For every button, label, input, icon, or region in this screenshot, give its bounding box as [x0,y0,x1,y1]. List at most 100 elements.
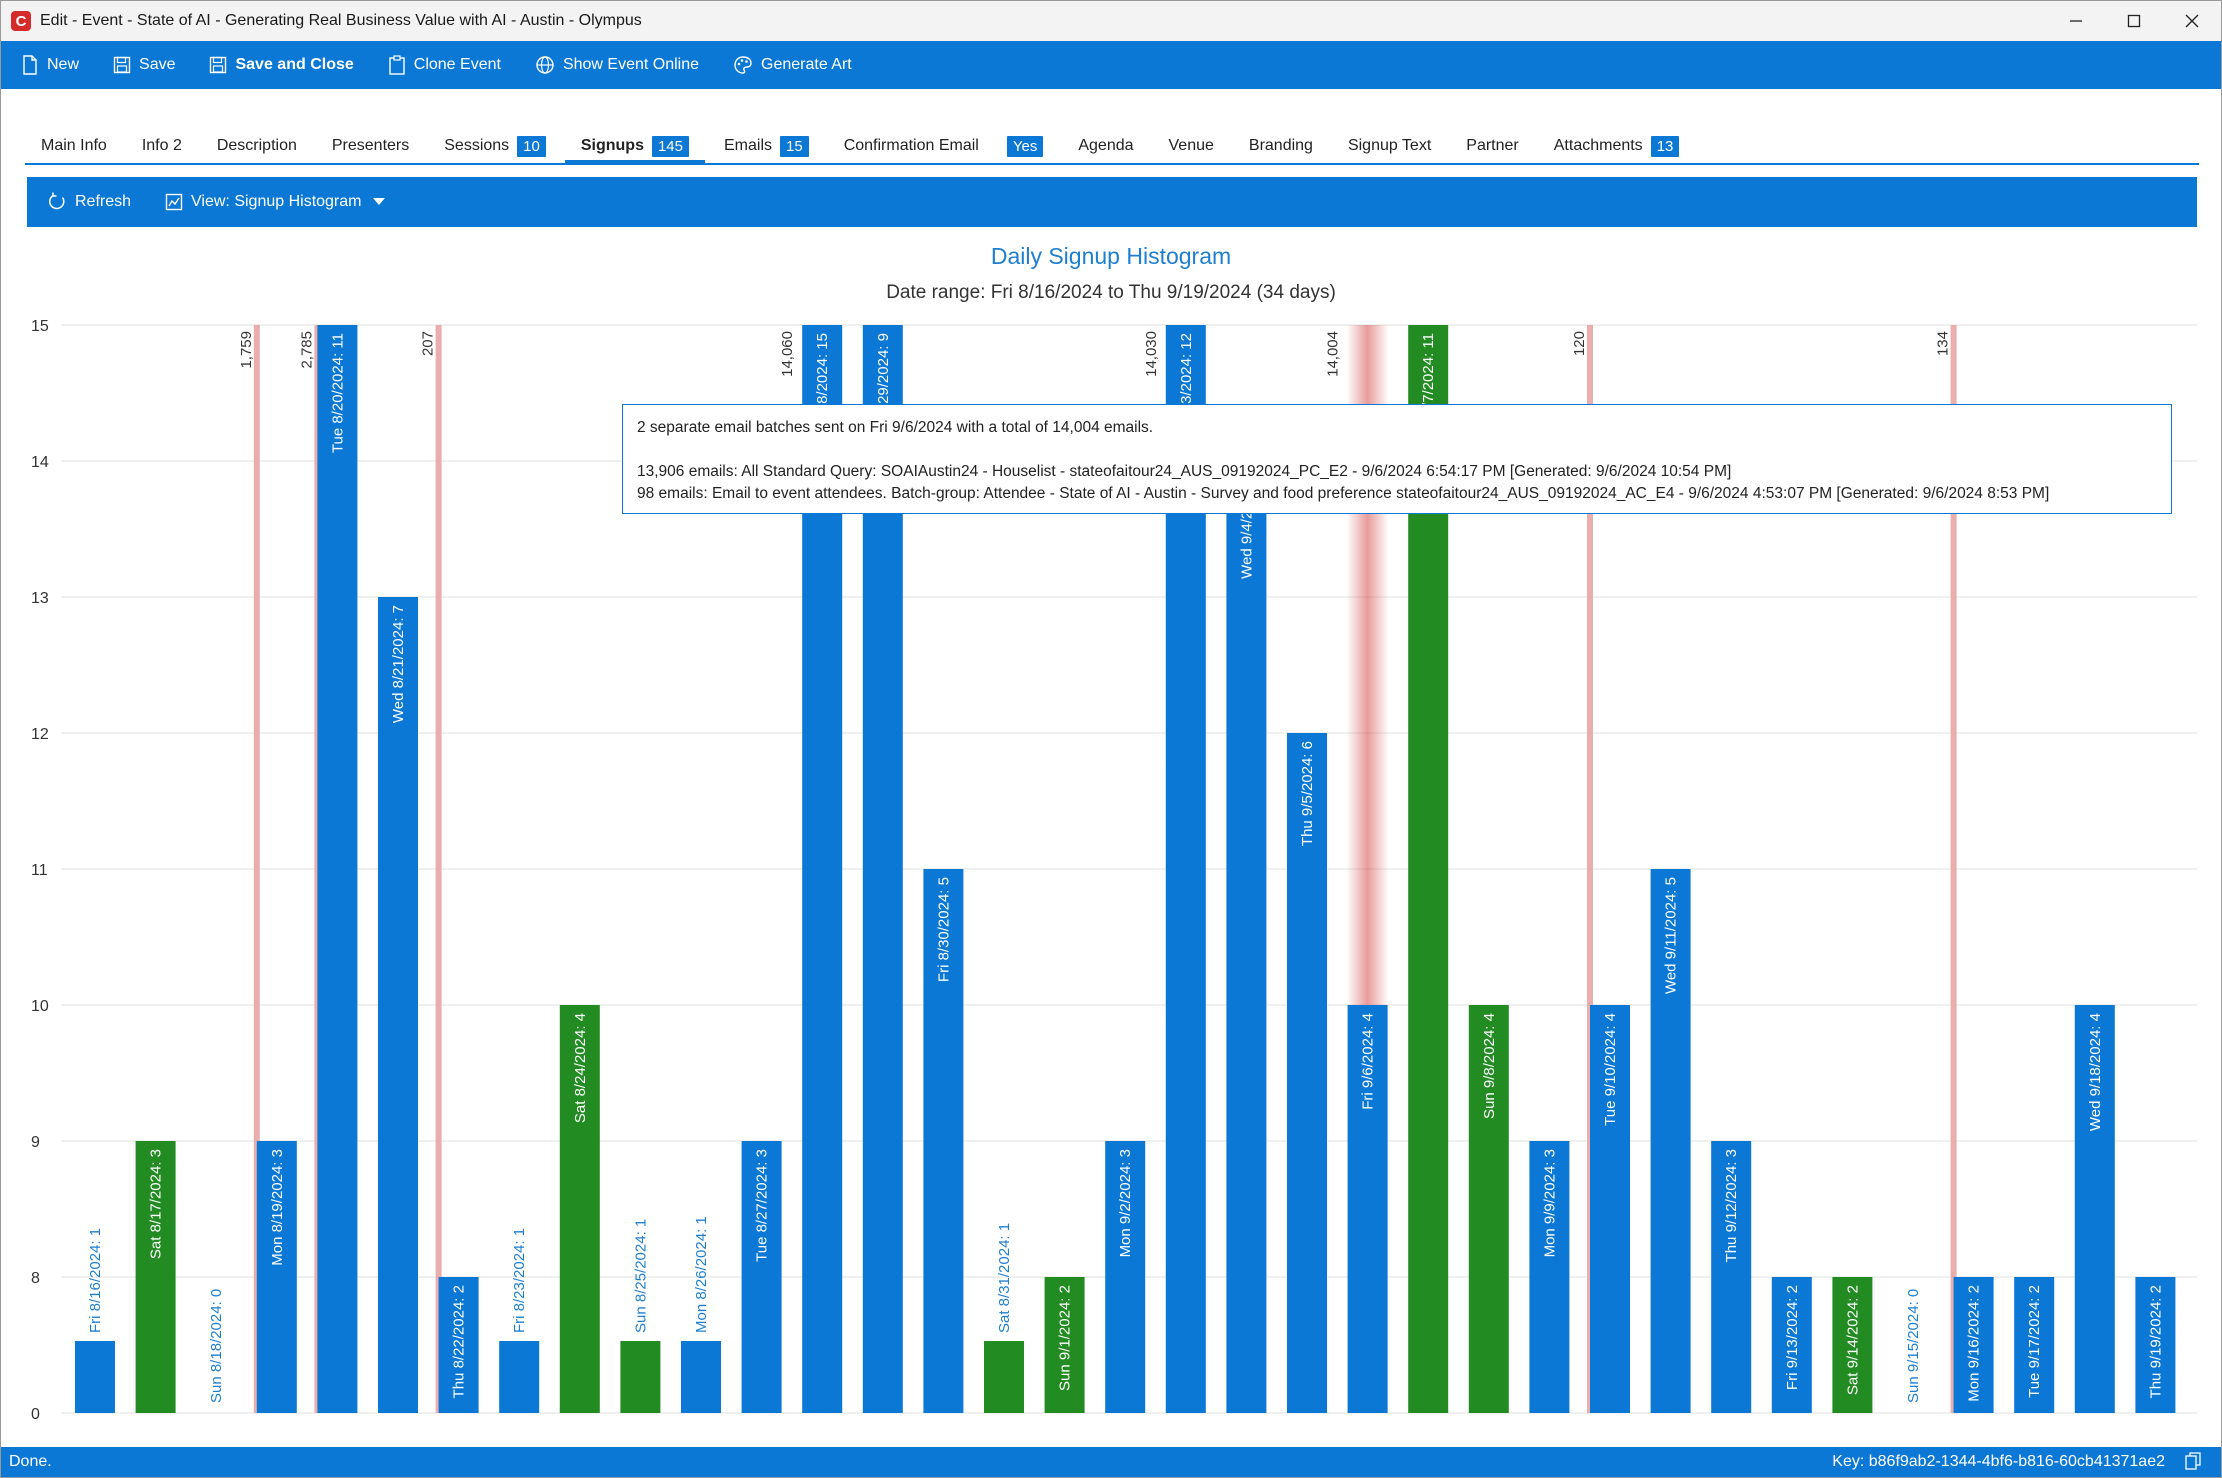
bar-data-label: Wed 9/18/2024: 4 [2087,1013,2104,1131]
new-label: New [47,56,80,73]
tab-sessions[interactable]: Sessions 10 [428,119,562,163]
bar-data-label: Mon 9/2/2024: 3 [1117,1149,1134,1257]
tab-main-info[interactable]: Main Info [25,119,123,163]
clipboard-icon [389,55,405,75]
bar-data-label: Sun 9/1/2024: 2 [1057,1285,1074,1391]
count-badge: 13 [1650,135,1680,157]
y-tick-label: 11 [31,862,48,879]
tab-label: Description [216,137,297,154]
tab-branding[interactable]: Branding [1233,119,1329,163]
histogram-bar [135,1141,176,1413]
tab-attachments[interactable]: Attachments 13 [1538,119,1696,163]
bar-data-label: Sat 8/17/2024: 3 [148,1149,165,1259]
histogram-bar [317,325,358,1413]
histogram-bar [1771,1277,1812,1413]
window-controls [2047,1,2221,41]
refresh-button[interactable]: Refresh [47,192,131,212]
bar-data-label: Fri 8/30/2024: 5 [935,877,952,982]
tab-label: Branding [1248,137,1313,154]
tab-partner[interactable]: Partner [1450,119,1534,163]
tab-agenda[interactable]: Agenda [1062,119,1149,163]
tab-strip: Main Info Info 2 Description Presenters … [25,119,2199,165]
email-count-label: 2,785 [298,331,315,369]
maximize-icon [2127,14,2141,28]
status-text: Done. [9,1453,52,1470]
bar-data-label: Sat 8/31/2024: 1 [996,1223,1013,1333]
bar-data-label: Sun 9/8/2024: 4 [1481,1013,1498,1119]
histogram-bar [741,1141,782,1413]
maximize-button[interactable] [2105,1,2163,41]
y-tick-label: 10 [31,998,49,1015]
bar-data-label: Wed 9/11/2024: 5 [1663,877,1680,994]
email-count-label: 1,759 [238,331,255,369]
histogram-bar [378,597,418,1413]
tab-label: Sessions [444,137,510,154]
tab-label: Main Info [41,137,107,154]
tab-venue[interactable]: Venue [1153,119,1230,163]
minimize-button[interactable] [2047,1,2105,41]
title-bar: C Edit - Event - State of AI - Generatin… [1,1,2221,41]
view-selector-label: View: Signup Histogram [191,193,362,210]
tab-presenters[interactable]: Presenters [316,119,425,163]
email-count-label: 14,060 [779,331,796,377]
save-button[interactable]: Save [113,56,175,74]
refresh-icon [49,192,65,210]
histogram-bar [1226,461,1267,1413]
save-icon [113,56,131,74]
email-count-label: 14,030 [1143,331,1160,377]
show-event-online-label: Show Event Online [562,56,700,73]
tab-emails[interactable]: Emails 15 [708,119,825,163]
histogram-bar [256,1141,297,1413]
y-tick-label: 13 [31,590,49,607]
bar-data-label: Sat 8/24/2024: 4 [572,1013,589,1123]
close-button[interactable] [2163,1,2221,41]
tab-description[interactable]: Description [201,119,313,163]
tooltip-batch-line: 98 emails: Email to event attendees. Bat… [637,485,2050,502]
save-close-label: Save and Close [235,56,354,73]
bar-data-label: Mon 9/16/2024: 2 [1966,1285,1983,1402]
bar-data-label: Thu 9/5/2024: 6 [1299,741,1316,846]
status-bar: Done. Key: b86f9ab2-1344-4bf6-b816-60cb4… [1,1447,2221,1477]
bar-data-label: Fri 9/6/2024: 4 [1360,1013,1377,1110]
histogram-bar [2074,1005,2115,1413]
clone-event-button[interactable]: Clone Event [388,55,501,75]
bar-data-label: Wed 8/21/2024: 7 [390,605,407,723]
tab-label: Attachments [1553,137,1643,154]
new-button[interactable]: New [21,55,79,75]
count-badge: 145 [651,135,689,157]
histogram-bar [75,1341,115,1413]
tab-label: Venue [1168,137,1214,154]
save-close-icon [210,56,227,74]
tab-signup-text[interactable]: Signup Text [1332,119,1447,163]
tab-info-2[interactable]: Info 2 [126,119,198,163]
copy-icon[interactable] [2185,1452,2201,1470]
email-marker-line [1950,325,1957,1413]
histogram-bar [1044,1277,1085,1413]
refresh-label: Refresh [75,193,132,210]
generate-art-button[interactable]: Generate Art [733,55,852,75]
record-key: Key: b86f9ab2-1344-4bf6-b816-60cb41371ae… [1832,1453,2165,1470]
chevron-down-icon [373,198,386,205]
tab-signups[interactable]: Signups 145 [564,119,706,165]
bar-data-label: Mon 8/26/2024: 1 [693,1216,710,1333]
tab-confirmation-email[interactable]: Confirmation Email Yes [828,119,1060,163]
histogram-bar [2135,1277,2176,1413]
histogram-bar [923,869,964,1413]
histogram-bar [1347,1005,1388,1413]
histogram-bar [1953,1277,1994,1413]
email-marker-line [435,325,442,1413]
bar-data-label: Tue 8/20/2024: 11 [329,333,346,453]
chart-title: Daily Signup Histogram [990,243,1232,269]
palette-icon [734,56,752,74]
clone-event-label: Clone Event [413,56,501,73]
email-count-label: 14,004 [1325,331,1342,377]
window-title: Edit - Event - State of AI - Generating … [40,12,642,29]
view-selector-dropdown[interactable]: View: Signup Histogram [165,193,393,211]
show-event-online-button[interactable]: Show Event Online [535,55,699,75]
tab-label: Partner [1466,137,1519,154]
tab-label: Signup Text [1347,137,1432,154]
save-and-close-button[interactable]: Save and Close [209,56,354,74]
histogram-bar [2014,1277,2055,1413]
histogram-bar [1832,1277,1873,1413]
